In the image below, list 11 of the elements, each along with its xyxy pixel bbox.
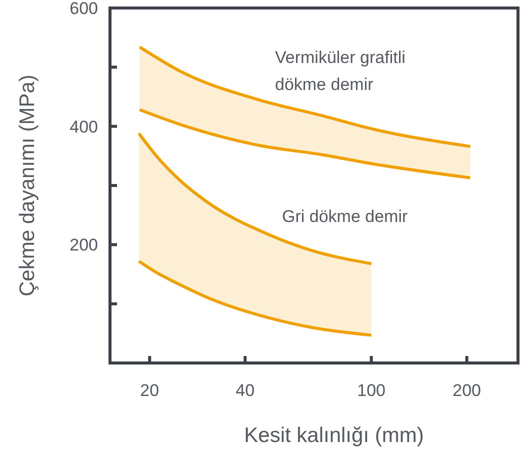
- y-axis-title: Çekme dayanımı (MPa): [16, 74, 39, 296]
- y-tick-label: 200: [70, 236, 98, 255]
- series-label: Gri dökme demir: [282, 207, 408, 226]
- y-tick-label: 400: [70, 117, 98, 136]
- x-tick-label: 20: [140, 381, 160, 400]
- x-tick-label: 40: [236, 381, 255, 400]
- y-tick-label: 600: [70, 0, 98, 18]
- x-tick-label: 100: [357, 381, 386, 400]
- x-tick-label: 200: [452, 381, 482, 400]
- x-axis-title: Kesit kalınlığı (mm): [244, 424, 424, 447]
- series-label: Vermiküler grafitli dökme demir: [275, 48, 406, 94]
